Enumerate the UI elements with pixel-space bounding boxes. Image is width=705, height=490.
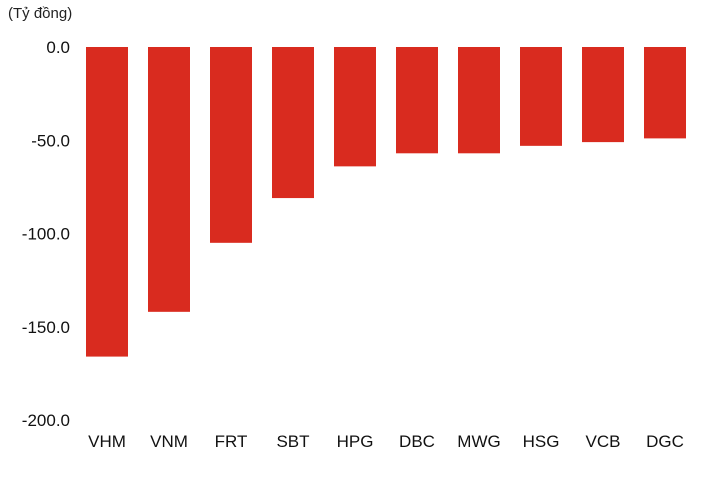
bar-dbc bbox=[396, 47, 438, 154]
bar-dgc bbox=[644, 47, 686, 139]
bar-vcb bbox=[582, 47, 624, 143]
unit-label: (Tỷ đồng) bbox=[8, 5, 72, 22]
y-tick-label: -150.0 bbox=[22, 318, 70, 337]
bars-group bbox=[86, 47, 686, 357]
bar-vnm bbox=[148, 47, 190, 312]
x-tick-label: MWG bbox=[457, 432, 500, 451]
x-tick-label: HPG bbox=[337, 432, 374, 451]
x-tick-label: HSG bbox=[523, 432, 560, 451]
bar-hsg bbox=[520, 47, 562, 146]
bar-frt bbox=[210, 47, 252, 243]
bar-mwg bbox=[458, 47, 500, 154]
x-tick-label: VNM bbox=[150, 432, 188, 451]
y-tick-label: -50.0 bbox=[31, 131, 70, 150]
y-tick-label: -200.0 bbox=[22, 411, 70, 430]
y-tick-label: -100.0 bbox=[22, 225, 70, 244]
x-tick-label: VHM bbox=[88, 432, 126, 451]
x-axis-labels: VHM VNM FRT SBT HPG DBC MWG HSG VCB DGC bbox=[88, 432, 684, 451]
bar-vhm bbox=[86, 47, 128, 357]
bar-sbt bbox=[272, 47, 314, 199]
x-tick-label: DBC bbox=[399, 432, 435, 451]
x-tick-label: FRT bbox=[215, 432, 248, 451]
x-tick-label: DGC bbox=[646, 432, 684, 451]
x-tick-label: SBT bbox=[276, 432, 309, 451]
bar-hpg bbox=[334, 47, 376, 167]
y-tick-label: 0.0 bbox=[46, 38, 70, 57]
y-axis-ticks: 0.0 -50.0 -100.0 -150.0 -200.0 bbox=[22, 38, 70, 430]
x-tick-label: VCB bbox=[586, 432, 621, 451]
